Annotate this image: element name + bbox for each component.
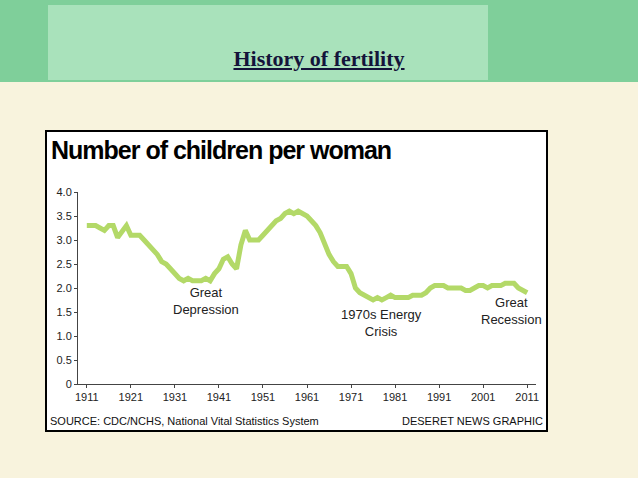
svg-text:0.5: 0.5 [57,354,72,366]
svg-text:GreatDepression: GreatDepression [173,285,239,317]
svg-text:1.0: 1.0 [57,330,72,342]
svg-text:1.5: 1.5 [57,306,72,318]
html-text:History of fertility: History of fertility [233,46,405,71]
svg-text:3.5: 3.5 [57,210,72,222]
svg-text:2011: 2011 [515,391,539,403]
svg-text:1970s EnergyCrisis: 1970s EnergyCrisis [341,307,422,339]
svg-text:1981: 1981 [383,391,407,403]
html-text:Number of children per woman: Number of children per woman [51,136,392,164]
svg-text:1961: 1961 [295,391,319,403]
svg-text:1911: 1911 [75,391,99,403]
svg-text:2.0: 2.0 [57,282,72,294]
svg-text:1931: 1931 [163,391,187,403]
svg-text:4.0: 4.0 [57,186,72,198]
svg-text:2001: 2001 [471,391,495,403]
svg-text:0: 0 [66,378,72,390]
svg-text:3.0: 3.0 [57,234,72,246]
svg-text:1971: 1971 [339,391,363,403]
svg-text:1951: 1951 [251,391,275,403]
svg-text:2.5: 2.5 [57,258,72,270]
html-text:DESERET NEWS GRAPHIC: DESERET NEWS GRAPHIC [402,415,543,427]
svg-text:GreatRecession: GreatRecession [481,295,542,327]
svg-text:1941: 1941 [207,391,231,403]
svg-text:1991: 1991 [427,391,451,403]
html-text:SOURCE: CDC/NCHS, National Vit: SOURCE: CDC/NCHS, National Vital Statist… [50,415,319,427]
svg-text:1921: 1921 [119,391,143,403]
